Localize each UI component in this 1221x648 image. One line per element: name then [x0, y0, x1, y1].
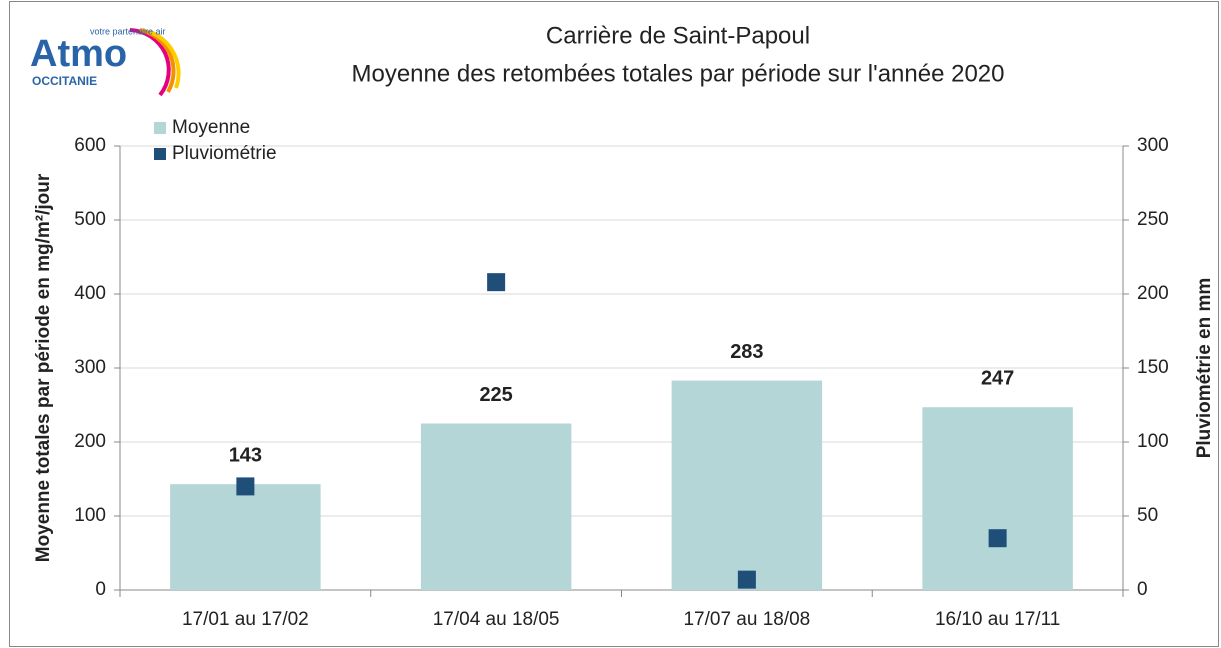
marker — [487, 273, 506, 292]
legend-swatch — [154, 122, 166, 134]
chart-subtitle: Moyenne des retombées totales par périod… — [351, 60, 1004, 87]
logo-arc — [149, 30, 181, 89]
bar — [922, 407, 1073, 590]
y2-tick-label: 100 — [1137, 431, 1169, 452]
y2-tick-label: 150 — [1137, 357, 1169, 378]
x-tick-label: 16/10 au 17/11 — [935, 609, 1060, 630]
y2-tick-label: 0 — [1137, 579, 1148, 600]
y2-tick-label: 250 — [1137, 209, 1169, 230]
y2-tick-label: 300 — [1137, 135, 1169, 156]
data-label: 283 — [730, 341, 763, 363]
legend-swatch — [154, 148, 166, 160]
legend-label: Pluviométrie — [172, 143, 277, 164]
y-axis-label: Moyenne totales par période en mg/m²/jou… — [33, 173, 54, 562]
bar — [671, 380, 823, 590]
marker — [737, 570, 756, 589]
y-tick-label: 500 — [74, 209, 106, 230]
y2-tick-label: 200 — [1137, 283, 1169, 304]
marker — [988, 529, 1007, 548]
x-tick-label: 17/04 au 18/05 — [433, 609, 560, 630]
data-label: 143 — [229, 444, 262, 466]
chart-title: Carrière de Saint-Papoul — [546, 22, 810, 49]
logo-arc — [139, 28, 176, 93]
bar — [170, 484, 321, 590]
x-tick-label: 17/07 au 18/08 — [683, 609, 810, 630]
bar — [420, 423, 572, 590]
y-tick-label: 600 — [74, 135, 106, 156]
data-label: 247 — [981, 368, 1014, 390]
logo-region: OCCITANIE — [32, 74, 97, 88]
y-tick-label: 100 — [74, 505, 106, 526]
logo-tagline: votre partenaire air — [90, 26, 166, 36]
marker — [236, 477, 255, 496]
y2-axis-label: Pluviométrie en mm — [1194, 278, 1215, 459]
y-tick-label: 300 — [74, 357, 106, 378]
y-tick-label: 400 — [74, 283, 106, 304]
x-tick-label: 17/01 au 17/02 — [182, 609, 309, 630]
y2-tick-label: 50 — [1137, 505, 1158, 526]
data-label: 225 — [479, 384, 512, 406]
legend-label: Moyenne — [172, 117, 250, 138]
logo: Atmo votre partenaire air OCCITANIE — [30, 26, 181, 97]
y-tick-label: 200 — [74, 431, 106, 452]
logo-name: Atmo — [30, 33, 127, 75]
y-tick-label: 0 — [95, 579, 106, 600]
